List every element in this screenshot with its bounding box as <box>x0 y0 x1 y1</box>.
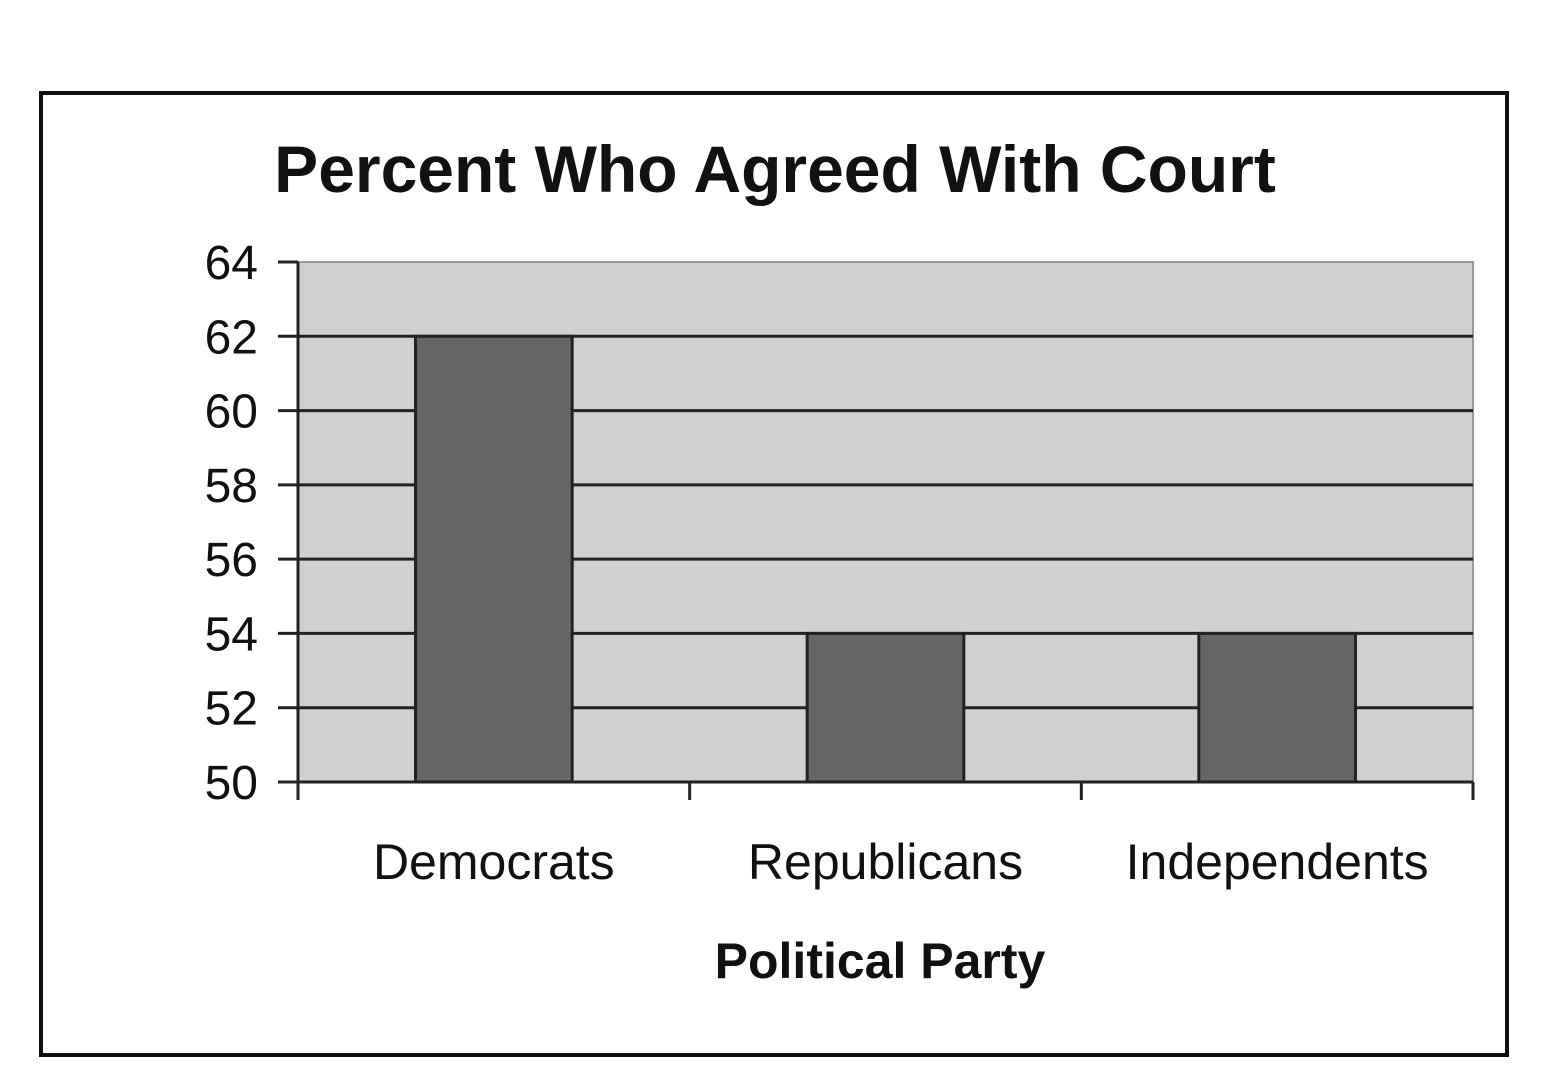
y-tick-label: 54 <box>205 608 258 661</box>
x-axis-label: Political Party <box>715 933 1046 989</box>
y-tick-label: 58 <box>205 460 258 513</box>
x-tick-label: Republicans <box>748 834 1023 890</box>
chart-title: Percent Who Agreed With Court <box>274 132 1276 206</box>
y-tick-label: 64 <box>205 237 258 290</box>
y-tick-label: 60 <box>205 386 258 439</box>
x-tick-label: Independents <box>1126 834 1429 890</box>
y-tick-label: 56 <box>205 534 258 587</box>
y-tick-label: 50 <box>205 757 258 810</box>
plot-area: 64 62 60 58 56 54 52 50 Democrats Republicans Inde… <box>205 237 1475 890</box>
bar-independents <box>1197 631 1358 784</box>
y-tick-label: 62 <box>205 311 258 364</box>
y-tick-label: 52 <box>205 683 258 736</box>
x-tick-label: Democrats <box>373 834 615 890</box>
bar-democrats <box>414 334 574 784</box>
bar-republicans <box>805 631 966 784</box>
